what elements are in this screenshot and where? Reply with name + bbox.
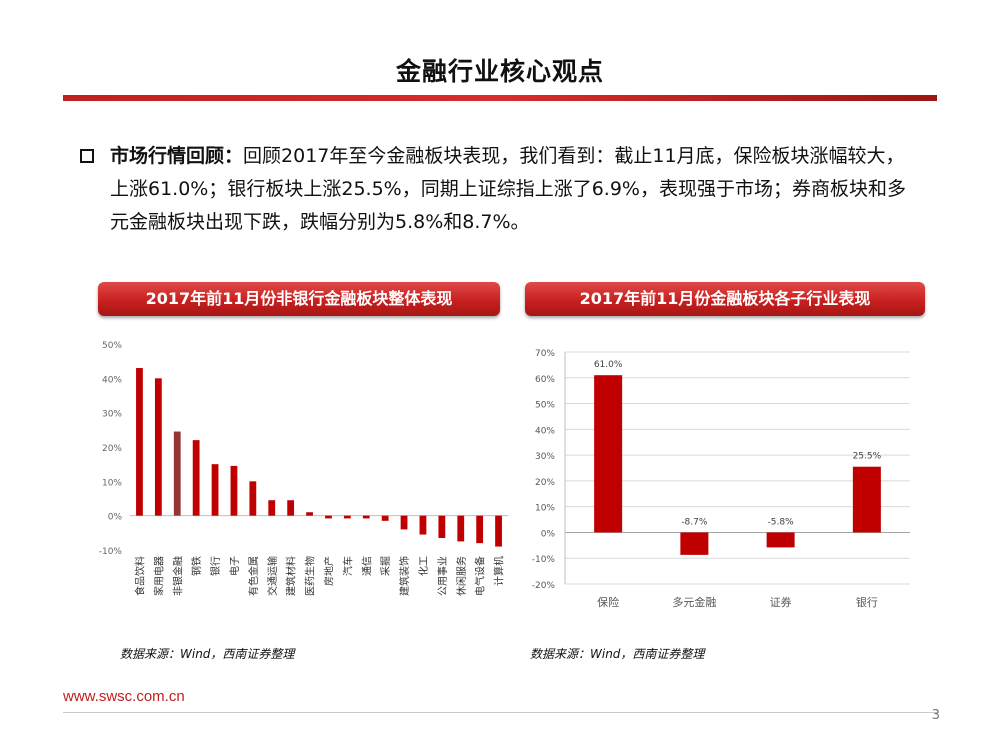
summary-text: 回顾2017年至今金融板块表现，我们看到：截止11月底，保险板块涨幅较大，上涨6…: [110, 145, 906, 233]
x-tick-label: 电子: [228, 556, 241, 576]
x-tick-label: 化工: [417, 556, 430, 576]
right-chart-container: -20% -10% 0% 10% 20% 30% 40% 50% 60% 70% 61.0% 保险 -8…: [520, 334, 930, 624]
bar-有色金属: [249, 481, 257, 516]
x-tick-label: 食品饮料: [133, 556, 146, 596]
y-tick-label: 10%: [535, 504, 555, 514]
bar-保险: [594, 375, 623, 533]
y-tick-label: 30%: [535, 452, 555, 462]
page-title: 金融行业核心观点: [395, 57, 604, 86]
bar-公用事业: [438, 515, 446, 538]
footer-divider: [63, 712, 937, 713]
x-tick-label: 银行: [856, 595, 878, 609]
x-tick-label: 交通运输: [266, 556, 279, 596]
bar-建筑装饰: [400, 515, 408, 530]
x-tick-label: 家用电器: [152, 556, 165, 596]
x-tick-label: 非银金融: [171, 556, 184, 596]
bar-交通运输: [268, 500, 276, 516]
right-chart-source: 数据来源：Wind，西南证券整理: [530, 647, 705, 661]
y-tick-label: -20%: [532, 581, 556, 591]
summary-label: 市场行情回顾：: [110, 145, 244, 167]
y-tick-label: 40%: [102, 375, 122, 385]
title-divider: [63, 95, 937, 101]
x-tick-label: 保险: [597, 595, 619, 609]
data-label: 25.5%: [853, 452, 882, 462]
bar-医药生物: [306, 512, 313, 516]
x-tick-label: 银行: [209, 556, 222, 576]
x-tick-label: 钢铁: [190, 556, 203, 576]
bar-多元金融: [680, 532, 709, 555]
bar-计算机: [495, 515, 502, 547]
x-tick-label: 医药生物: [304, 556, 317, 596]
y-tick-label: 50%: [535, 401, 555, 411]
y-tick-label: 20%: [535, 478, 555, 488]
y-tick-label: -10%: [532, 555, 556, 565]
x-tick-label: 采掘: [379, 556, 392, 576]
footer-website-link[interactable]: www.swsc.com.cn: [63, 688, 185, 705]
y-tick-label: 20%: [102, 444, 122, 454]
x-tick-label: 证券: [770, 595, 792, 609]
bar-电气设备: [476, 515, 484, 544]
bar-非银金融: [173, 431, 181, 516]
left-chart-label: 2017年前11月份非银行金融板块整体表现: [98, 282, 500, 316]
data-label: -5.8%: [768, 517, 795, 527]
x-tick-label: 有色金属: [247, 556, 260, 596]
left-bar-chart: -10% 0% 10% 20% 30% 40% 50% 食品饮料 家用电器 非银金融 钢铁 银行 电子有…: [99, 341, 508, 596]
y-tick-label: 30%: [102, 410, 122, 420]
bar-化工: [419, 515, 427, 535]
left-chart-source: 数据来源：Wind，西南证券整理: [120, 647, 295, 661]
bar-银行: [852, 466, 881, 533]
y-tick-label: 70%: [535, 349, 555, 359]
bar-采掘: [381, 515, 389, 521]
x-tick-label: 计算机: [493, 556, 506, 586]
page-number: 3: [931, 708, 940, 723]
bar-电子: [230, 465, 238, 516]
x-tick-label: 多元金融: [672, 595, 716, 609]
bar-建筑材料: [287, 500, 295, 516]
bar-食品饮料: [136, 368, 143, 516]
bar-钢铁: [192, 440, 200, 516]
x-tick-label: 公用事业: [436, 556, 449, 596]
bar-房地产: [325, 515, 332, 519]
bar-汽车: [343, 515, 351, 519]
data-label: -8.7%: [681, 517, 708, 527]
x-tick-label: 房地产: [322, 556, 335, 586]
right-chart-label: 2017年前11月份金融板块各子行业表现: [525, 282, 925, 316]
bar-证券: [766, 532, 795, 548]
x-tick-label: 电气设备: [474, 556, 487, 596]
y-tick-label: 10%: [102, 478, 122, 488]
bar-银行: [211, 464, 219, 516]
bar-通信: [362, 515, 370, 519]
y-tick-label: -10%: [99, 547, 123, 557]
y-tick-label: 40%: [535, 426, 555, 436]
bar-休闲服务: [457, 515, 465, 542]
right-bar-chart: -20% -10% 0% 10% 20% 30% 40% 50% 60% 70% 61.0% 保险 -8…: [532, 349, 910, 609]
y-tick-label: 0%: [108, 513, 123, 523]
data-label: 61.0%: [594, 360, 623, 370]
bar-家用电器: [154, 378, 162, 516]
y-tick-label: 0%: [541, 529, 556, 539]
left-chart-container: -10% 0% 10% 20% 30% 40% 50% 食品饮料 家用电器 非银金融 钢铁 银行 电子有…: [90, 334, 515, 604]
x-tick-label: 建筑装饰: [398, 556, 411, 596]
y-tick-label: 60%: [535, 375, 555, 385]
summary-paragraph: 市场行情回顾：回顾2017年至今金融板块表现，我们看到：截止11月底，保险板块涨…: [110, 140, 910, 239]
square-bullet-icon: [80, 149, 94, 163]
x-tick-label: 通信: [361, 556, 373, 576]
x-tick-label: 休闲服务: [455, 556, 468, 596]
x-tick-label: 汽车: [341, 556, 354, 576]
x-tick-label: 建筑材料: [285, 556, 298, 596]
y-tick-label: 50%: [102, 341, 122, 351]
